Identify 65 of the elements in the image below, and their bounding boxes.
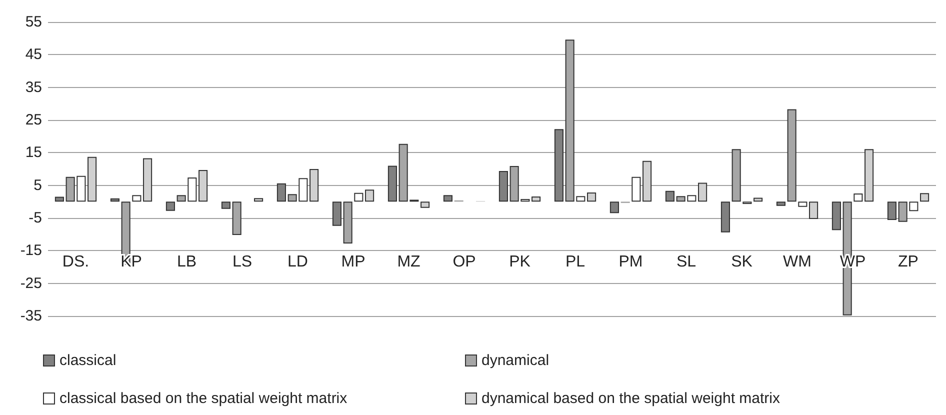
bar: [587, 192, 596, 202]
bar: [420, 202, 430, 208]
bar: [809, 202, 818, 219]
bar: [276, 183, 286, 202]
bar: [310, 169, 319, 202]
x-tick-label: PM: [618, 254, 643, 270]
bar: [698, 182, 708, 202]
bar: [54, 196, 64, 202]
y-tick-label: 55: [25, 14, 42, 30]
bar: [198, 170, 208, 202]
y-tick-label: 35: [25, 78, 42, 96]
x-tick-label: PK: [509, 254, 531, 270]
bar: [532, 196, 541, 202]
x-tick-label: LB: [176, 254, 197, 270]
x-tick-label: LD: [288, 254, 308, 270]
y-tick-label: -35: [20, 308, 42, 324]
bar: [665, 190, 674, 202]
x-tick-label: DS.: [62, 254, 90, 270]
y-tick-label: -15: [20, 242, 42, 260]
x-tick-label: OP: [452, 254, 476, 270]
x-tick-label: LS: [232, 254, 252, 270]
bar: [864, 149, 874, 202]
x-tick-label: ZP: [898, 254, 918, 270]
bar: [798, 202, 808, 207]
bar: [920, 193, 930, 202]
x-tick-label: WM: [783, 254, 812, 270]
x-tick-label: KP: [120, 254, 142, 270]
bar: [776, 202, 786, 206]
bar: [854, 194, 863, 202]
bar: [166, 202, 175, 211]
legend-label: dynamical: [482, 352, 550, 369]
x-tick-label: MP: [341, 254, 366, 270]
bar: [110, 198, 120, 202]
x-tick-label: PL: [565, 254, 586, 270]
legend-label: classical: [60, 352, 116, 369]
bar: [332, 202, 342, 226]
bar: [443, 195, 452, 202]
bar: [642, 160, 652, 202]
bar: [354, 192, 364, 202]
bar: [610, 202, 619, 214]
bar: [388, 166, 397, 202]
x-tick-label: SL: [676, 254, 696, 270]
bar: [365, 190, 374, 202]
y-tick-label: 5: [34, 176, 42, 194]
y-tick-label: 25: [25, 112, 42, 128]
legend-label: classical based on the spatial weight matrix: [60, 390, 348, 407]
bar: [832, 202, 841, 230]
bar: [754, 198, 763, 202]
bar: [498, 170, 508, 202]
bar: [887, 202, 896, 220]
bar: [254, 198, 264, 202]
legend-label: dynamical based on the spatial weight matrix: [482, 390, 780, 407]
bar: [132, 195, 142, 202]
bar: [221, 202, 230, 209]
y-tick-label: 45: [25, 46, 42, 64]
y-tick-label: -5: [28, 210, 42, 226]
y-tick-label: 15: [25, 144, 42, 162]
bar: [720, 202, 730, 232]
bar: [88, 156, 97, 202]
bar: [632, 176, 641, 202]
bar: [143, 158, 152, 202]
bar: [554, 129, 564, 202]
y-tick-label: -25: [20, 274, 42, 292]
x-tick-label: MZ: [397, 254, 421, 270]
x-tick-label: SK: [731, 254, 753, 270]
